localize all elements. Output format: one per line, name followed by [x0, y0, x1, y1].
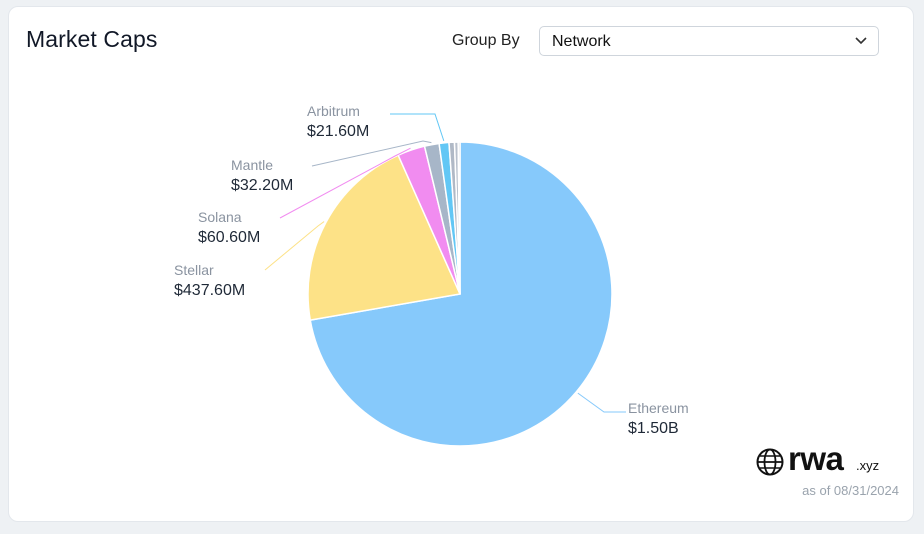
slice-value-mantle: $32.20M [231, 177, 293, 194]
leader-line-solana [279, 147, 411, 219]
group-by-value: Network [552, 33, 611, 50]
pie-slice-stellar[interactable] [307, 154, 462, 321]
slice-value-solana: $60.60M [198, 229, 260, 246]
pie-slice-ethereum[interactable] [309, 141, 613, 447]
globe-icon [756, 448, 784, 476]
slice-label-stellar: Stellar [174, 262, 214, 278]
slice-value-ethereum: $1.50B [628, 420, 679, 437]
brand-name: rwa [788, 440, 844, 477]
page-title: Market Caps [26, 26, 158, 52]
slice-label-mantle: Mantle [231, 157, 273, 173]
leader-line-mantle [311, 140, 432, 167]
as-of-date: as of 08/31/2024 [802, 483, 899, 498]
slice-label-solana: Solana [198, 209, 242, 225]
brand-tld: .xyz [856, 458, 880, 473]
slice-label-ethereum: Ethereum [628, 400, 689, 416]
chevron-down-icon [855, 37, 867, 45]
pie-slice-other3[interactable] [457, 141, 461, 295]
leader-line-stellar [264, 221, 325, 271]
group-by-label: Group By [452, 32, 520, 49]
slice-value-arbitrum: $21.60M [307, 123, 369, 140]
slice-value-stellar: $437.60M [174, 282, 245, 299]
leader-line-ethereum [577, 392, 626, 413]
group-by-select[interactable]: Network [539, 26, 879, 56]
slice-label-arbitrum: Arbitrum [307, 103, 360, 119]
brand-logo: rwa .xyz [755, 440, 895, 477]
leader-line-arbitrum [390, 113, 445, 142]
